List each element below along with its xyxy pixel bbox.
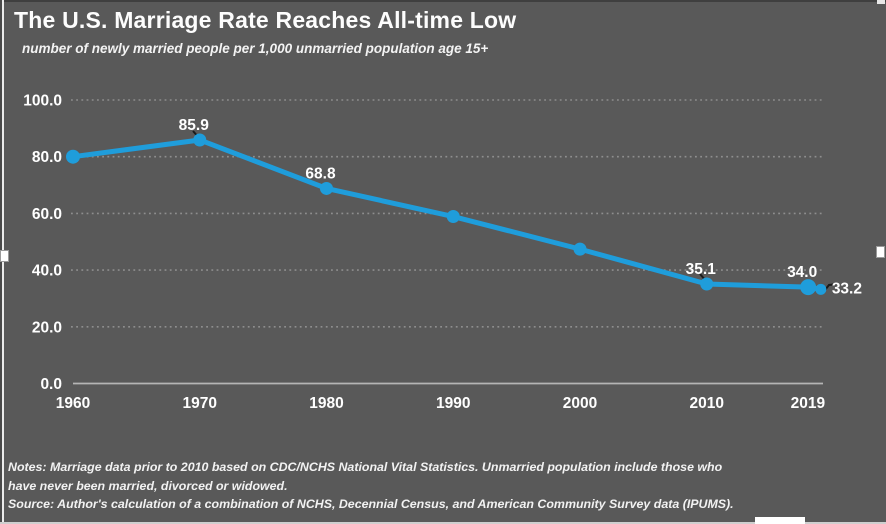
data-point (815, 283, 827, 295)
data-label: 85.9 (179, 117, 210, 134)
data-point (800, 279, 817, 296)
label-leader-line (824, 283, 838, 291)
frame-bottom-edge (0, 522, 886, 524)
source-line: Source: Author's calculation of a combin… (8, 497, 734, 512)
x-tick-label: 2010 (690, 395, 724, 412)
frame-top-edge (0, 0, 886, 2)
x-tick-label: 2000 (563, 395, 597, 412)
notes-line-2: have never been married, divorced or wid… (8, 478, 288, 493)
x-tick-label: 1990 (436, 395, 470, 412)
data-label: 33.2 (832, 280, 862, 297)
y-tick-label: 60.0 (32, 206, 62, 223)
data-point (446, 210, 460, 224)
chart-notes: Notes: Marriage data prior to 2010 based… (8, 458, 734, 514)
selection-handle-left[interactable] (0, 250, 9, 262)
y-tick-label: 80.0 (32, 149, 62, 166)
frame-left-edge (0, 0, 2, 524)
data-label: 35.1 (686, 261, 717, 278)
frame-left-highlight (2, 0, 4, 524)
chart-title: The U.S. Marriage Rate Reaches All-time … (14, 7, 517, 33)
y-tick-label: 40.0 (32, 263, 62, 280)
data-point (700, 277, 714, 291)
chart-subtitle: number of newly married people per 1,000… (22, 41, 489, 56)
data-label: 34.0 (787, 264, 817, 281)
y-tick-label: 20.0 (32, 319, 62, 336)
data-point (66, 149, 80, 164)
line-chart: 0.0 20.0 40.0 60.0 80.0 100.0 1960 1970 1980 1990… (23, 93, 862, 413)
notes-line-1: Notes: Marriage data prior to 2010 based… (8, 460, 723, 474)
selection-handle-right[interactable] (876, 246, 885, 258)
data-point (573, 242, 587, 256)
data-label: 68.8 (305, 165, 336, 182)
x-tick-label: 2019 (791, 395, 826, 412)
data-point (320, 181, 333, 195)
y-tick-label: 100.0 (23, 93, 62, 110)
x-tick-label: 1980 (309, 395, 343, 412)
data-line (70, 137, 824, 292)
y-tick-label: 0.0 (40, 376, 62, 393)
selection-handle-bottom[interactable] (755, 517, 805, 524)
x-tick-label: 1970 (183, 395, 217, 412)
x-tick-label: 1960 (56, 395, 90, 412)
frame-corner-mark (877, 0, 885, 4)
data-point (193, 133, 207, 147)
